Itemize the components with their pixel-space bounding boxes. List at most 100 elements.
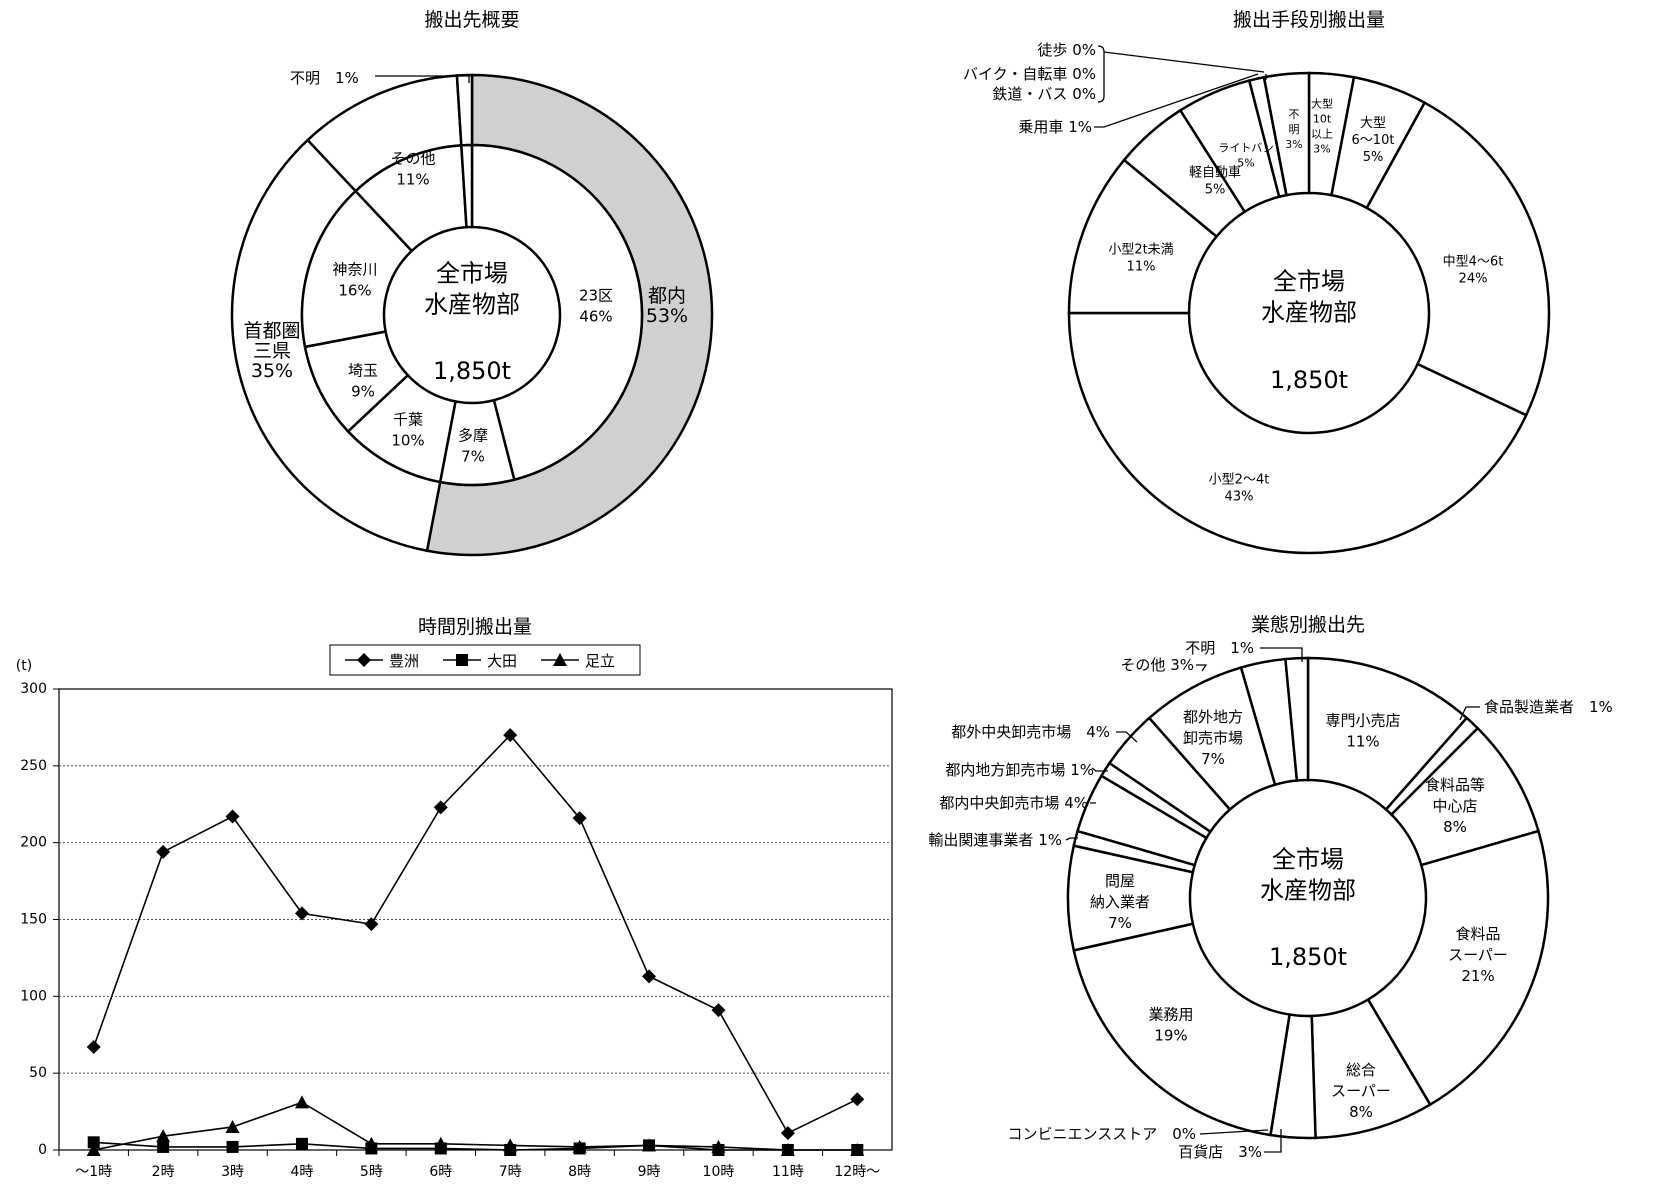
callout-line bbox=[1094, 73, 1259, 128]
data-point bbox=[156, 844, 171, 859]
slice-label: 食料品スーパー 21% bbox=[1448, 925, 1508, 985]
center-value: 1,850t bbox=[433, 357, 511, 385]
callout-line bbox=[375, 75, 470, 83]
center-label: 全市場水産物部 bbox=[1260, 846, 1356, 905]
slice-label: ライトバン 5% bbox=[1218, 142, 1274, 170]
slice-label: 軽自動車 5% bbox=[1189, 165, 1241, 197]
inner-slice-label: 神奈川 16% bbox=[332, 260, 377, 299]
inner-slice bbox=[459, 143, 474, 229]
chart-title: 業態別搬出先 bbox=[1251, 614, 1365, 636]
slice-label: 都外地方卸売市場 7% bbox=[1183, 708, 1243, 768]
center-label: 全市場水産物部 bbox=[424, 260, 520, 319]
callout-line bbox=[1459, 706, 1480, 721]
callout-label: 鉄道・バス 0% bbox=[992, 85, 1096, 103]
legend-marker bbox=[553, 653, 567, 666]
center-value: 1,850t bbox=[1269, 943, 1347, 971]
data-point bbox=[572, 1139, 587, 1153]
inner-slice bbox=[470, 143, 644, 482]
callout-label: 徒歩 0% bbox=[1037, 41, 1096, 59]
x-tick-label: 9時 bbox=[638, 1164, 661, 1180]
data-point bbox=[780, 1143, 795, 1156]
data-point bbox=[850, 1143, 865, 1156]
data-point bbox=[226, 1140, 239, 1153]
y-tick-label: 200 bbox=[20, 835, 47, 851]
y-tick-label: 0 bbox=[38, 1142, 47, 1158]
callout-label: その他 3% bbox=[1120, 656, 1194, 674]
callout-line bbox=[1260, 647, 1303, 662]
slice-label: 総合スーパー 8% bbox=[1331, 1061, 1391, 1121]
x-tick-label: 7時 bbox=[499, 1164, 522, 1180]
callout-label: 乗用車 1% bbox=[1018, 118, 1092, 136]
x-tick-label: 12時～ bbox=[834, 1164, 880, 1180]
data-point bbox=[294, 906, 309, 921]
callout-label: 輸出関連事業者 1% bbox=[928, 831, 1062, 849]
callout-line bbox=[1116, 731, 1138, 743]
data-point bbox=[295, 1137, 308, 1150]
data-point bbox=[225, 1119, 240, 1133]
series-line bbox=[93, 1101, 858, 1151]
data-point bbox=[503, 1138, 518, 1152]
callout-label: コンビニエンスストア 0% bbox=[1008, 1125, 1197, 1143]
x-tick-label: 6時 bbox=[429, 1164, 452, 1180]
callout-label: 不明 1% bbox=[1185, 639, 1254, 657]
inner-slice-label: その他 11% bbox=[390, 149, 435, 188]
legend-label: 大田 bbox=[487, 652, 517, 670]
slice bbox=[1072, 922, 1291, 1137]
series-line bbox=[92, 733, 858, 1135]
data-point bbox=[711, 1139, 726, 1153]
x-tick-label: ～1時 bbox=[75, 1164, 112, 1180]
data-point bbox=[364, 1136, 379, 1150]
callout-line bbox=[1264, 1129, 1282, 1153]
inner-slice-label: 埼玉 9% bbox=[348, 361, 378, 400]
y-tick-label: 50 bbox=[29, 1065, 47, 1081]
data-point bbox=[157, 1140, 170, 1153]
inner-slice-label: 23区 46% bbox=[579, 286, 613, 325]
center-value: 1,850t bbox=[1270, 366, 1348, 394]
callout-label: 食品製造業者 1% bbox=[1484, 698, 1613, 716]
callout-line bbox=[1103, 51, 1265, 73]
slice-label: 専門小売店 11% bbox=[1325, 711, 1400, 750]
slice bbox=[1067, 311, 1528, 555]
chart-title: 搬出手段別搬出量 bbox=[1233, 9, 1385, 31]
x-tick-label: 5時 bbox=[360, 1164, 383, 1180]
y-tick-label: 100 bbox=[20, 988, 47, 1004]
outer-slice-label: 都内 53% bbox=[646, 285, 688, 327]
data-point bbox=[294, 1095, 309, 1109]
data-point bbox=[850, 1092, 865, 1107]
slice bbox=[1262, 71, 1311, 197]
legend-label: 足立 bbox=[585, 652, 615, 670]
x-tick-label: 11時 bbox=[772, 1164, 804, 1180]
legend-label: 豊洲 bbox=[389, 652, 419, 670]
data-point bbox=[433, 1136, 448, 1150]
outer-slice-label: 首都圏三県 35% bbox=[243, 320, 300, 382]
callout-line bbox=[1199, 1129, 1269, 1135]
x-tick-label: 3時 bbox=[221, 1164, 244, 1180]
center-label: 全市場水産物部 bbox=[1261, 268, 1357, 327]
slice-label: 中型4～6t 24% bbox=[1443, 254, 1504, 286]
slice bbox=[1284, 656, 1310, 782]
data-point bbox=[156, 1129, 171, 1143]
callout-label: 都内地方卸売市場 1% bbox=[945, 761, 1094, 779]
callout-line bbox=[1091, 767, 1108, 772]
x-tick-label: 8時 bbox=[568, 1164, 591, 1180]
data-point bbox=[225, 809, 240, 824]
chart-title: 搬出先概要 bbox=[424, 9, 519, 31]
slice-label: 大型 6～10t 5% bbox=[1352, 116, 1395, 165]
callout-bracket bbox=[1097, 45, 1105, 103]
slice-label: 大型 10t 以上 3% bbox=[1311, 97, 1333, 156]
series-line bbox=[93, 1141, 858, 1151]
callout-line bbox=[1196, 664, 1208, 672]
y-tick-label: 150 bbox=[20, 912, 47, 928]
slice-label: 業務用 19% bbox=[1148, 1005, 1193, 1044]
slice bbox=[1366, 829, 1550, 1107]
data-point bbox=[86, 1143, 101, 1156]
legend-marker bbox=[357, 653, 371, 667]
callout-line bbox=[1065, 837, 1078, 841]
callout-label: 都内中央卸売市場 4% bbox=[939, 794, 1088, 812]
callout-label: バイク・自転車 0% bbox=[963, 65, 1096, 83]
data-point bbox=[86, 1040, 101, 1055]
data-point bbox=[503, 728, 518, 743]
x-tick-label: 10時 bbox=[703, 1164, 735, 1180]
callout-label: 不明 1% bbox=[290, 69, 359, 87]
